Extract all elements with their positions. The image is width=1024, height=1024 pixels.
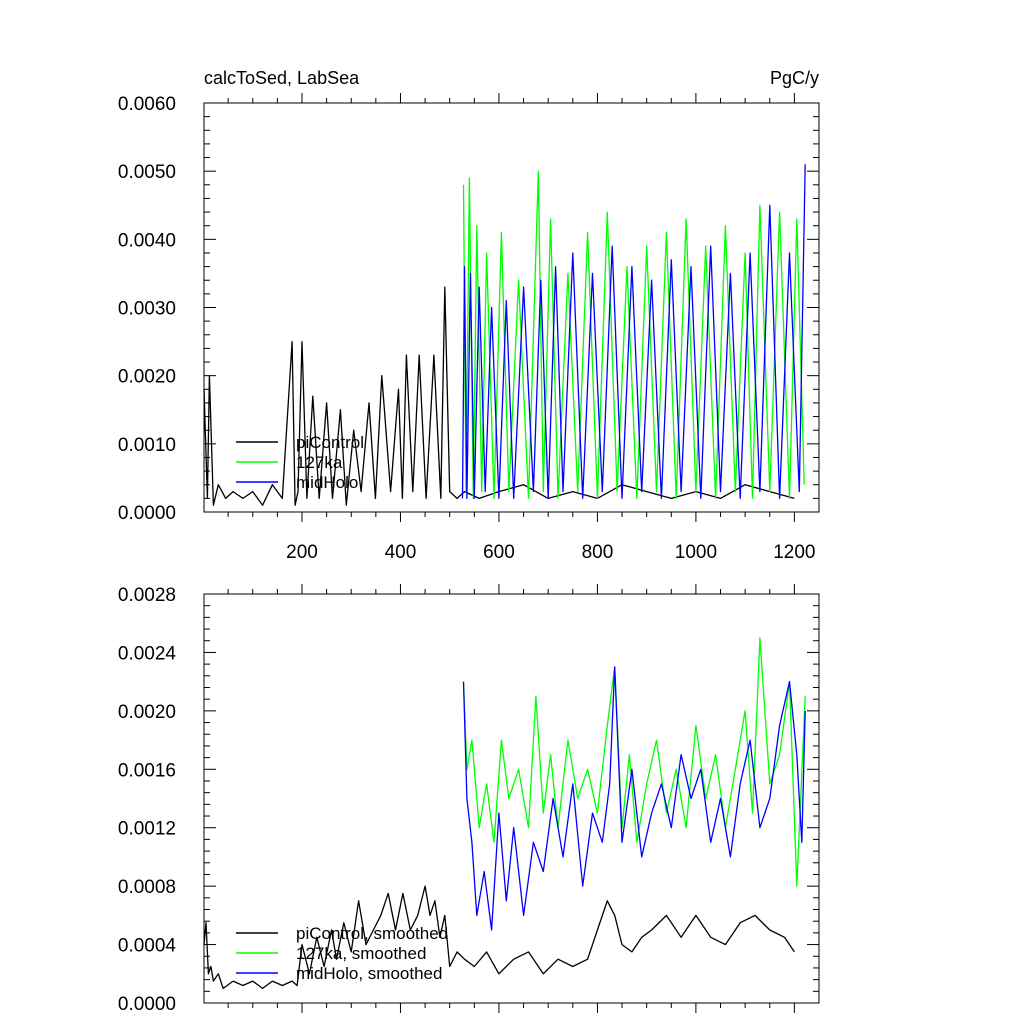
top-series-line-1: [462, 170, 805, 500]
top-panel: calcToSed, LabSea PgC/y 0.00000.00100.00…: [118, 68, 820, 563]
top-xtick-label: 1200: [773, 542, 815, 563]
bottom-ytick-label: 0.0000: [118, 994, 176, 1015]
bottom-legend-label-1: 127ka, smoothed: [296, 944, 426, 963]
bottom-series-line-1: [462, 637, 806, 887]
bottom-ytick-label: 0.0020: [118, 702, 176, 723]
top-legend-label-2: midHolo: [296, 473, 358, 492]
bottom-ytick-label: 0.0012: [118, 819, 176, 840]
top-xtick-label: 400: [385, 542, 417, 563]
bottom-ytick-label: 0.0024: [118, 643, 177, 664]
top-ytick-label: 0.0000: [118, 503, 176, 524]
bottom-series-line-2: [462, 666, 806, 931]
top-plot-frame: [203, 102, 820, 513]
top-ytick-label: 0.0060: [118, 94, 176, 115]
bottom-panel: 0.0000 0.0004 0.0008 0.0012 0.0016 0.0020 0.00…: [118, 584, 820, 1015]
top-xtick-label: 200: [286, 542, 318, 563]
top-legend-label-1: 127ka: [296, 453, 343, 472]
top-series-line-2: [461, 164, 806, 500]
bottom-legend-label-0: piControl, smoothed: [296, 924, 448, 943]
bottom-ytick-label: 0.0004: [118, 936, 177, 957]
bottom-legend-label-2: midHolo, smoothed: [296, 964, 442, 983]
top-plot-area: 0.0000 0.0010 0.0020 0.0030 0.0040 0.0050 0.00…: [118, 93, 819, 563]
bottom-ytick-label: 0.0008: [118, 877, 176, 898]
top-ytick-label: 0.0040: [118, 230, 176, 251]
top-ytick-label: 0.0030: [118, 299, 176, 320]
bottom-ytick-label: 0.0016: [118, 760, 176, 781]
bottom-ytick-label: 0.0028: [118, 585, 176, 606]
top-panel-units: PgC/y: [770, 68, 819, 88]
top-xtick-label: 800: [582, 542, 614, 563]
top-ytick-label: 0.0050: [118, 162, 176, 183]
top-ytick-label: 0.0020: [118, 367, 176, 388]
top-xtick-label: 600: [483, 542, 515, 563]
bottom-plot-area: 0.0000 0.0004 0.0008 0.0012 0.0016 0.0020 0.00…: [118, 584, 819, 1015]
top-xtick-label: 1000: [675, 542, 717, 563]
bottom-plot-frame: [203, 593, 820, 1004]
top-series-line-0: [203, 286, 795, 506]
top-legend-label-0: piControl: [296, 433, 364, 452]
top-ytick-label: 0.0010: [118, 435, 176, 456]
bottom-series-line-0: [203, 885, 795, 990]
top-panel-title: calcToSed, LabSea: [204, 68, 360, 88]
